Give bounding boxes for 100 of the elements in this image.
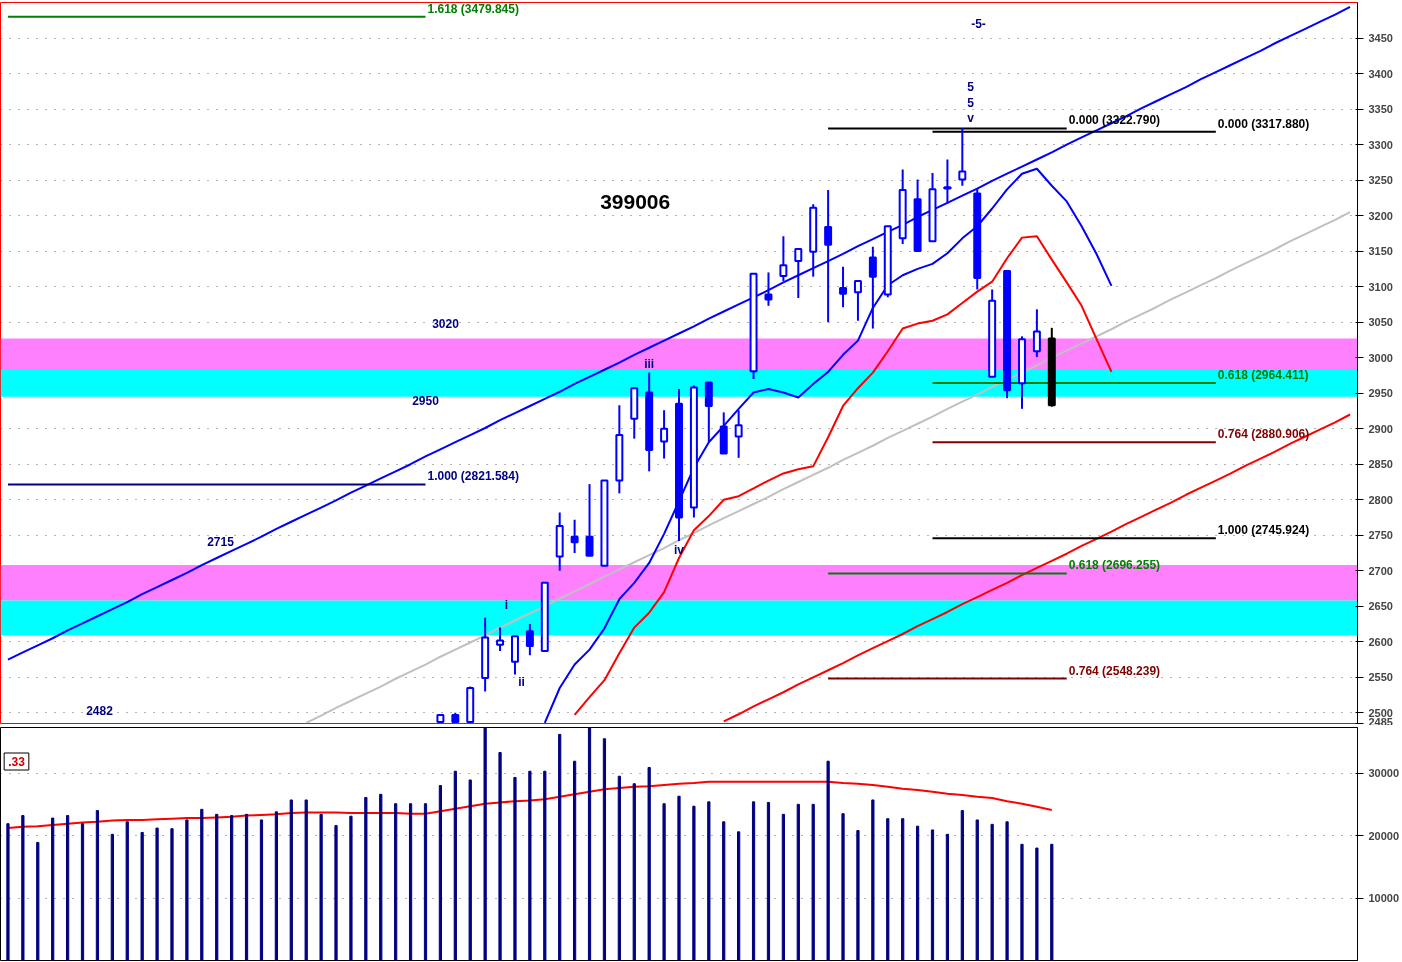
candlestick [585, 483, 594, 557]
bar [587, 727, 592, 961]
y-tick-label: 3300 [1368, 138, 1393, 151]
candlestick [839, 265, 848, 309]
y-tick-label: 2750 [1368, 529, 1393, 542]
bar [259, 819, 264, 961]
bar [438, 785, 443, 961]
bar [1005, 821, 1009, 961]
bar [751, 801, 756, 961]
series-label: 1.000 (2821.584) [427, 469, 519, 484]
bar [543, 770, 547, 961]
y-tick-label: 10000 [1368, 892, 1400, 905]
candlestick [764, 271, 773, 307]
bar [960, 810, 964, 961]
candlestick [779, 235, 788, 282]
candlestick [868, 245, 877, 330]
y-tick-label: 2700 [1368, 564, 1393, 577]
bar [423, 803, 428, 961]
annotation: 2482 [86, 704, 114, 718]
bar [662, 803, 666, 961]
bar [1020, 843, 1024, 961]
bar [647, 766, 651, 961]
bar [110, 833, 114, 961]
bar [766, 801, 771, 961]
bar [1050, 843, 1054, 961]
y-tick-label: 3200 [1368, 209, 1393, 222]
bar [811, 803, 815, 961]
candlestick [958, 127, 967, 187]
bar [573, 760, 577, 961]
candlestick [570, 518, 579, 555]
annotation: iv [674, 543, 685, 558]
bar [990, 823, 994, 961]
y-tick-label: 30000 [1368, 767, 1400, 780]
series-label: 0.000 (3317.880) [1217, 116, 1310, 131]
bar [975, 819, 979, 961]
bar [80, 823, 85, 961]
bar [155, 827, 159, 961]
candlestick [704, 381, 713, 444]
series-label: 0.618 (2964.411) [1217, 367, 1309, 382]
bar [528, 770, 532, 961]
bar [185, 819, 189, 961]
y-tick-label: 3400 [1368, 67, 1393, 80]
series-label: 0.764 (2880.906) [1217, 427, 1310, 442]
annotation: 2715 [207, 535, 235, 549]
bar [453, 770, 457, 961]
bar [915, 825, 920, 961]
bar [1035, 847, 1039, 961]
bar [51, 817, 55, 961]
bar [945, 833, 950, 961]
y-tick-label: 2550 [1368, 671, 1393, 684]
line-series [6, 5, 1352, 661]
bar [140, 831, 144, 961]
bar [334, 825, 338, 961]
series-label: 1.000 (2745.924) [1217, 523, 1310, 538]
y-tick-label: 2850 [1368, 458, 1393, 471]
bar [602, 738, 607, 961]
bar [289, 799, 293, 961]
series-label: 0.764 (2548.239) [1068, 663, 1161, 678]
y-tick-label: 3450 [1368, 32, 1393, 45]
bar [230, 815, 234, 961]
bar [6, 823, 10, 961]
candlestick [734, 409, 743, 459]
bar [722, 821, 726, 961]
annotation: .33 [8, 755, 26, 769]
annotation: 5 [967, 96, 975, 110]
y-tick-label: 3000 [1368, 351, 1393, 364]
bar [781, 813, 785, 961]
y-tick-label: 3050 [1368, 316, 1393, 329]
candlestick [853, 279, 862, 322]
y-tick-label: 3350 [1368, 103, 1393, 116]
bar [364, 796, 368, 961]
y-tick-label: 3150 [1368, 245, 1393, 258]
text: 399006 [600, 189, 671, 213]
bar [215, 813, 219, 961]
bar [21, 815, 25, 961]
bar [841, 813, 845, 961]
series-label: 0.618 (2696.255) [1068, 558, 1161, 573]
bar [244, 813, 249, 961]
y-tick-label: 3100 [1368, 280, 1393, 293]
bar [558, 733, 562, 961]
candlestick [525, 623, 534, 657]
bar [483, 727, 487, 961]
annotation: 5 [967, 80, 975, 94]
candlestick [660, 409, 669, 460]
bar [796, 803, 800, 961]
y-tick-label: 2950 [1368, 387, 1393, 400]
bar [737, 831, 741, 961]
y-tick-label: 2900 [1368, 422, 1393, 435]
bar [379, 793, 383, 961]
bar [498, 751, 502, 961]
bar [200, 808, 204, 961]
annotation: 3020 [432, 317, 460, 331]
y-tick-label: 3250 [1368, 174, 1393, 187]
bar [871, 799, 875, 961]
candlestick [1032, 308, 1041, 358]
bar [95, 810, 100, 961]
bar [394, 803, 398, 961]
bar [930, 829, 935, 961]
bar [349, 815, 353, 961]
bar [513, 776, 517, 961]
